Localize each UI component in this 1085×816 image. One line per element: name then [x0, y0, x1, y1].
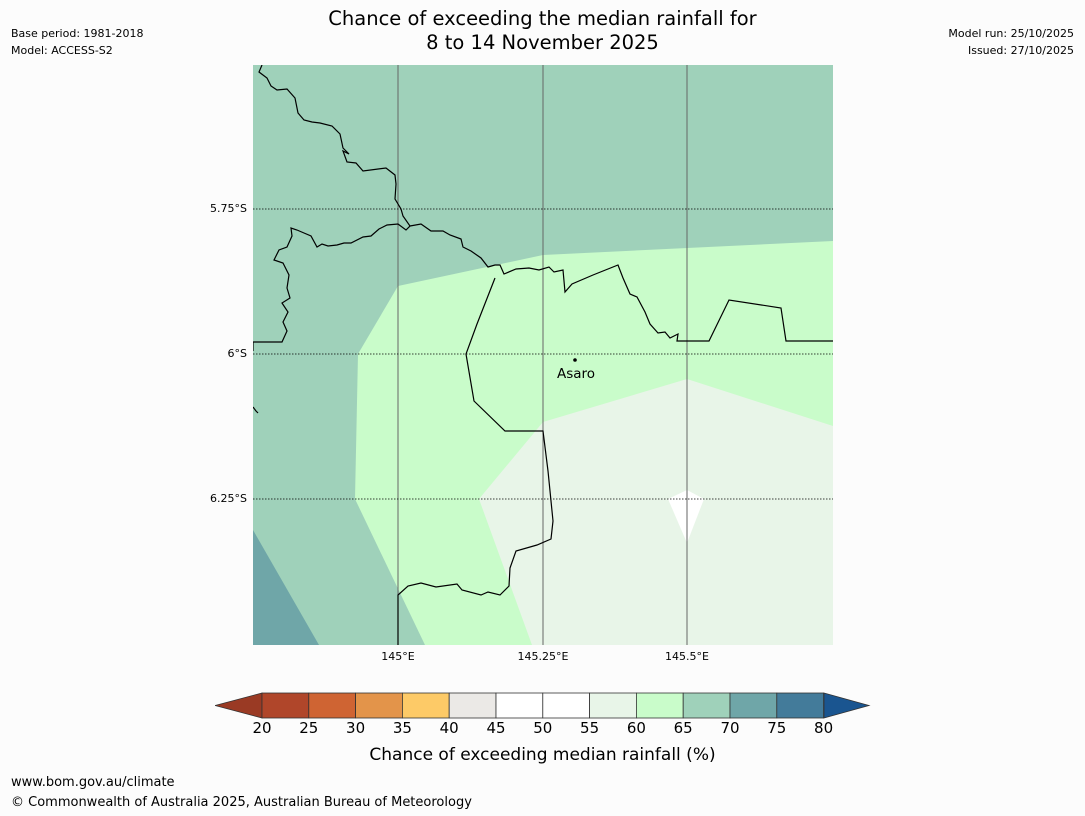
colorbar-label: Chance of exceeding median rainfall (%) [369, 745, 716, 765]
chart-title: Chance of exceeding the median rainfall … [0, 7, 1085, 55]
colorbar-segment [401, 692, 450, 719]
colorbar-under-arrow [215, 692, 263, 719]
lon-label-145E: 145°E [381, 650, 415, 663]
colorbar-segment [635, 692, 684, 719]
province-boundaries [253, 65, 833, 645]
colorbar-segment [589, 692, 637, 719]
issued-text: Issued: 27/10/2025 [967, 44, 1074, 57]
lon-label-145-5E: 145.5°E [665, 650, 709, 663]
map-region-55-60 [479, 379, 833, 645]
map-region-70-75 [253, 530, 319, 645]
colorbar [215, 692, 871, 719]
colorbar-tick-label: 20 [252, 719, 272, 737]
lat-label-5-75S: 5.75°S [210, 202, 247, 215]
colorbar-tick-label: 35 [392, 719, 412, 737]
lon-label-145-25E: 145.25°E [517, 650, 569, 663]
meta-left: Base period: 1981-2018 Model: ACCESS-S2 [11, 25, 143, 59]
footer-copyright: © Commonwealth of Australia 2025, Austra… [11, 795, 472, 810]
colorbar-segment [729, 692, 778, 719]
colorbar-tick-label: 50 [533, 719, 553, 737]
colorbar-segment [776, 692, 824, 719]
place-label: Asaro [557, 366, 595, 382]
colorbar-tick-label: 80 [814, 719, 834, 737]
lat-label-6-25S: 6.25°S [210, 492, 247, 505]
colorbar-tick-label: 40 [439, 719, 459, 737]
model-run-text: Model run: 25/10/2025 [948, 27, 1074, 40]
colorbar-tick-label: 60 [626, 719, 646, 737]
model-text: Model: ACCESS-S2 [11, 44, 113, 57]
colorbar-segment [495, 692, 544, 719]
colorbar-segment [261, 692, 310, 719]
colorbar-tick-label: 70 [720, 719, 740, 737]
title-line-2: 8 to 14 November 2025 [426, 31, 659, 54]
place-marker [573, 358, 577, 362]
rainfall-map: Asaro [253, 65, 833, 645]
footer-url: www.bom.gov.au/climate [11, 775, 175, 790]
colorbar-segment [308, 692, 357, 719]
colorbar-segments [261, 692, 824, 719]
colorbar-over-arrow [823, 692, 871, 719]
colorbar-segment [542, 692, 590, 719]
map-region-50-55 [668, 490, 704, 543]
colorbar-tick-label: 65 [673, 719, 693, 737]
colorbar-tick-label: 25 [299, 719, 319, 737]
lat-label-6S: 6°S [227, 347, 247, 360]
colorbar-tick-label: 45 [486, 719, 506, 737]
colorbar-segment [448, 692, 497, 719]
colorbar-tick-label: 30 [346, 719, 366, 737]
meta-right: Model run: 25/10/2025 Issued: 27/10/2025 [948, 25, 1074, 59]
colorbar-tick-label: 75 [767, 719, 787, 737]
colorbar-segment [682, 692, 731, 719]
colorbar-tick-label: 55 [580, 719, 600, 737]
colorbar-segment [355, 692, 403, 719]
base-period-text: Base period: 1981-2018 [11, 27, 144, 40]
title-line-1: Chance of exceeding the median rainfall … [328, 7, 757, 30]
